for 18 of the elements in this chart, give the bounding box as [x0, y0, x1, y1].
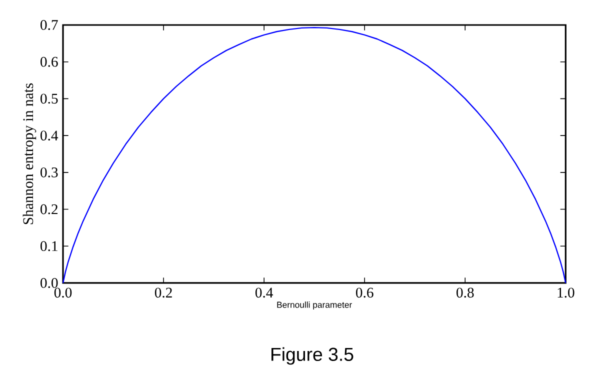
y-tick-label: 0.5 — [40, 94, 58, 104]
y-tick-label: 0.4 — [40, 130, 58, 141]
x-tick-label: 0.8 — [456, 288, 474, 298]
y-tick-label: 0.1 — [40, 241, 58, 252]
y-axis-title: Shannon entropy in nats — [22, 83, 36, 224]
x-tick-label: 1.0 — [558, 288, 574, 298]
x-tick-label: 0.0 — [54, 288, 72, 298]
y-tick-label: 0.0 — [40, 278, 58, 288]
x-tick-label: 0.6 — [356, 288, 374, 298]
y-tick-label: 0.6 — [40, 56, 58, 67]
y-tick-label: 0.2 — [40, 204, 58, 214]
caption: Figure 3.5 — [272, 347, 354, 365]
y-tick-label: 0.3 — [40, 167, 58, 178]
y-tick-label: 0.7 — [40, 20, 58, 30]
x-axis-title: Bernoulli parameter — [277, 301, 352, 310]
x-tick-label: 0.2 — [154, 288, 172, 298]
line-series — [62, 26, 566, 284]
x-tick-label: 0.4 — [255, 288, 274, 298]
